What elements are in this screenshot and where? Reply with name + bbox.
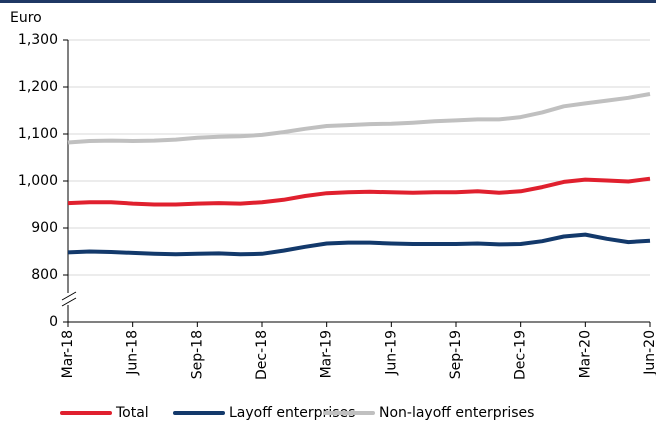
y-tick-label: 0 — [49, 314, 58, 330]
legend-label: Non-layoff enterprises — [379, 405, 534, 421]
x-tick-label: Mar-19 — [319, 330, 335, 378]
y-tick-label: 800 — [31, 267, 58, 283]
axis-break-gap — [62, 293, 76, 305]
x-tick-label: Sep-18 — [189, 330, 205, 379]
y-tick-label: 1,000 — [18, 173, 58, 189]
x-tick-label: Jun-19 — [383, 330, 399, 376]
x-tick-label: Dec-18 — [254, 330, 270, 380]
y-tick-label: 1,200 — [18, 79, 58, 95]
axis-break — [61, 291, 77, 301]
x-tick-label: Jun-20 — [642, 330, 656, 376]
grid — [68, 39, 650, 276]
y-tick-label: 900 — [31, 220, 58, 236]
legend-label: Layoff enterprises — [229, 405, 355, 421]
series-line — [67, 176, 651, 207]
x-tick-label: Jun-18 — [125, 330, 141, 376]
axis-break — [61, 297, 77, 307]
legend-label: Total — [115, 405, 149, 421]
y-axis-label: Euro — [10, 10, 42, 26]
x-tick-label: Sep-19 — [448, 330, 464, 379]
series-line — [67, 92, 651, 145]
y-tick-label: 1,300 — [18, 32, 58, 48]
series-line — [67, 232, 651, 257]
x-tick-label: Dec-19 — [513, 330, 529, 380]
y-tick-label: 1,100 — [18, 126, 58, 142]
top-border — [0, 0, 656, 3]
x-tick-label: Mar-20 — [577, 330, 593, 378]
x-tick-label: Mar-18 — [60, 330, 76, 378]
